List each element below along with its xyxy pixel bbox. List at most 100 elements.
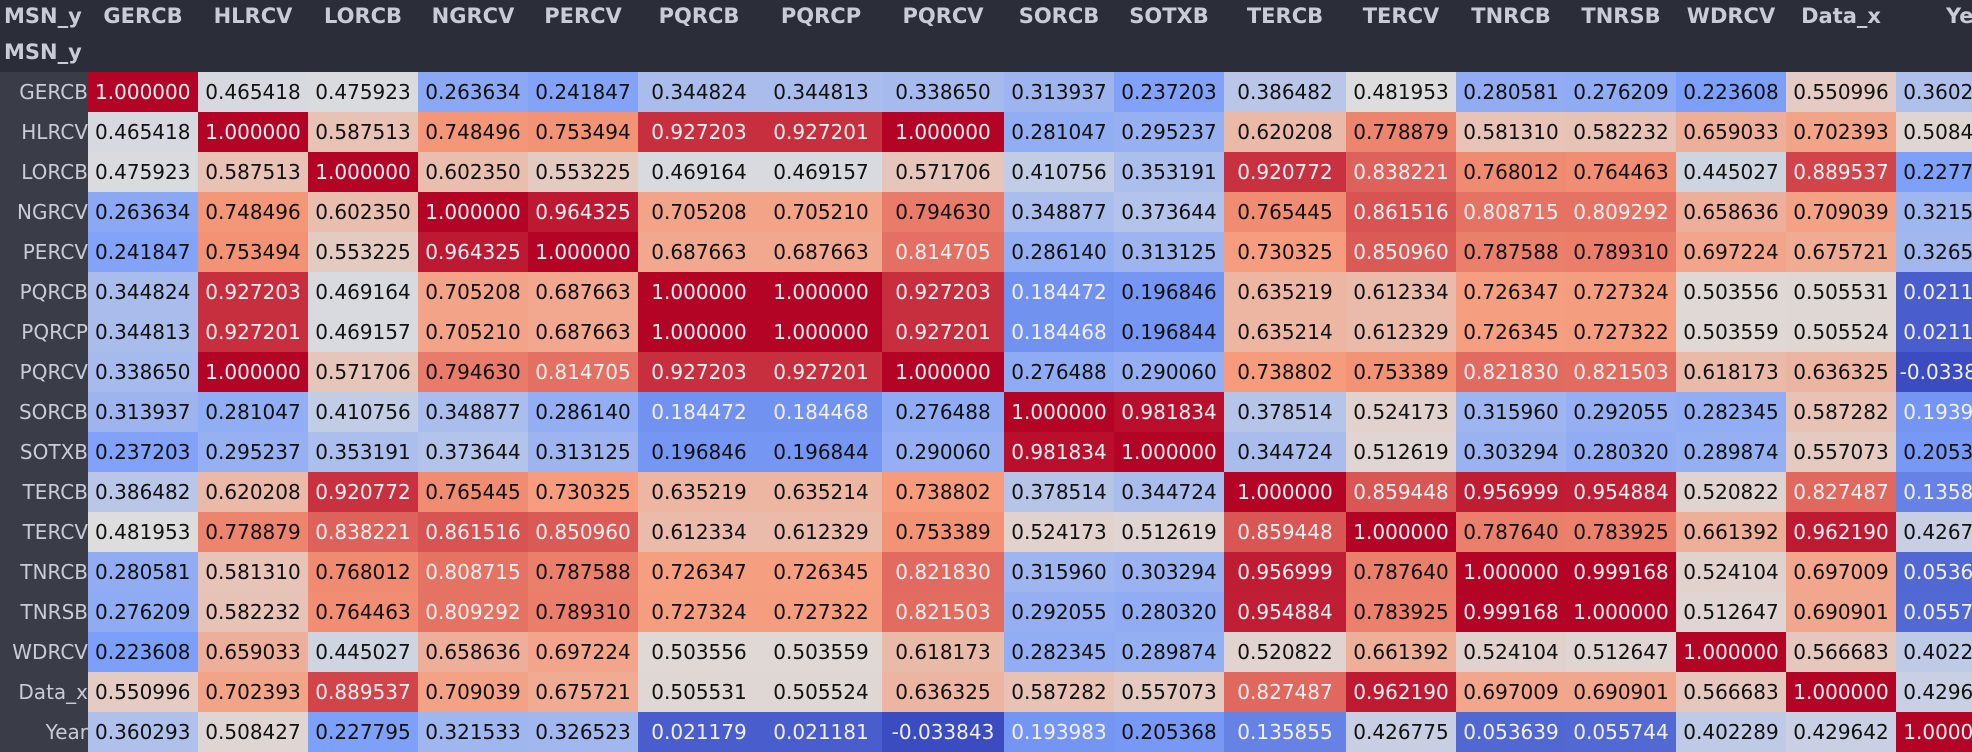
correlation-cell: 0.954884 bbox=[1224, 592, 1346, 632]
row-header[interactable]: GERCB bbox=[0, 72, 88, 112]
correlation-cell: 0.620208 bbox=[1224, 112, 1346, 152]
correlation-cell: 0.338650 bbox=[88, 352, 198, 392]
correlation-cell: 0.587282 bbox=[1004, 672, 1114, 712]
row-header[interactable]: TERCB bbox=[0, 472, 88, 512]
correlation-cell: 0.237203 bbox=[1114, 72, 1224, 112]
index-row-spacer bbox=[528, 32, 638, 72]
row-header[interactable]: PQRCB bbox=[0, 272, 88, 312]
row-header[interactable]: PERCV bbox=[0, 232, 88, 272]
column-header-pqrcb[interactable]: PQRCB bbox=[638, 0, 760, 32]
row-header[interactable]: TERCV bbox=[0, 512, 88, 552]
row-header[interactable]: PQRCV bbox=[0, 352, 88, 392]
correlation-cell: 0.465418 bbox=[198, 72, 308, 112]
correlation-cell: 0.344724 bbox=[1114, 472, 1224, 512]
correlation-cell: 0.709039 bbox=[418, 672, 528, 712]
correlation-cell: 0.524173 bbox=[1004, 512, 1114, 552]
correlation-cell: 0.927203 bbox=[638, 112, 760, 152]
row-header[interactable]: TNRSB bbox=[0, 592, 88, 632]
row-header[interactable]: NGRCV bbox=[0, 192, 88, 232]
column-header-sorcb[interactable]: SORCB bbox=[1004, 0, 1114, 32]
column-header-year[interactable]: Year bbox=[1896, 0, 1972, 32]
column-header-tnrsb[interactable]: TNRSB bbox=[1566, 0, 1676, 32]
column-header-percv[interactable]: PERCV bbox=[528, 0, 638, 32]
row-header[interactable]: Data_x bbox=[0, 672, 88, 712]
table-row: Year 0.360293 0.508427 0.227795 0.321533 0.32… bbox=[0, 712, 1972, 752]
column-header-pqrcp[interactable]: PQRCP bbox=[760, 0, 882, 32]
correlation-cell: 0.659033 bbox=[1676, 112, 1786, 152]
correlation-cell: 0.313937 bbox=[88, 392, 198, 432]
correlation-cell: 0.690901 bbox=[1786, 592, 1896, 632]
table-row: HLRCV 0.465418 1.000000 0.587513 0.748496 0.7… bbox=[0, 112, 1972, 152]
correlation-cell: 0.426775 bbox=[1346, 712, 1456, 752]
correlation-cell: 0.321533 bbox=[1896, 192, 1972, 232]
column-header-lorcb[interactable]: LORCB bbox=[308, 0, 418, 32]
correlation-cell: 1.000000 bbox=[1456, 552, 1566, 592]
column-header-data-x[interactable]: Data_x bbox=[1786, 0, 1896, 32]
correlation-cell: 1.000000 bbox=[638, 312, 760, 352]
correlation-cell: 1.000000 bbox=[760, 312, 882, 352]
correlation-cell: 0.738802 bbox=[882, 472, 1004, 512]
correlation-cell: 0.445027 bbox=[308, 632, 418, 672]
correlation-cell: 0.053639 bbox=[1456, 712, 1566, 752]
correlation-cell: 0.237203 bbox=[88, 432, 198, 472]
correlation-cell: 0.956999 bbox=[1224, 552, 1346, 592]
correlation-cell: 0.475923 bbox=[88, 152, 198, 192]
table-row: TERCV 0.481953 0.778879 0.838221 0.861516 0.8… bbox=[0, 512, 1972, 552]
correlation-cell: 0.764463 bbox=[308, 592, 418, 632]
correlation-cell: 0.702393 bbox=[1786, 112, 1896, 152]
correlation-cell: 0.280320 bbox=[1114, 592, 1224, 632]
correlation-cell: 0.783925 bbox=[1566, 512, 1676, 552]
correlation-cell: 0.927203 bbox=[198, 272, 308, 312]
row-header[interactable]: SOTXB bbox=[0, 432, 88, 472]
table-row: LORCB 0.475923 0.587513 1.000000 0.602350 0.5… bbox=[0, 152, 1972, 192]
row-header[interactable]: SORCB bbox=[0, 392, 88, 432]
correlation-cell: 0.920772 bbox=[1224, 152, 1346, 192]
table-row: Data_x 0.550996 0.702393 0.889537 0.709039 0.… bbox=[0, 672, 1972, 712]
row-header[interactable]: WDRCV bbox=[0, 632, 88, 672]
correlation-cell: 0.386482 bbox=[88, 472, 198, 512]
correlation-cell: 0.281047 bbox=[1004, 112, 1114, 152]
correlation-cell: 0.241847 bbox=[88, 232, 198, 272]
column-header-tnrcb[interactable]: TNRCB bbox=[1456, 0, 1566, 32]
index-row-spacer bbox=[1004, 32, 1114, 72]
table-row: PQRCV 0.338650 1.000000 0.571706 0.794630 0.8… bbox=[0, 352, 1972, 392]
correlation-cell: 0.697009 bbox=[1456, 672, 1566, 712]
row-header[interactable]: Year bbox=[0, 712, 88, 752]
column-header-ngrcv[interactable]: NGRCV bbox=[418, 0, 528, 32]
correlation-cell: 0.505531 bbox=[638, 672, 760, 712]
index-row-spacer bbox=[418, 32, 528, 72]
correlation-cell: -0.033843 bbox=[882, 712, 1004, 752]
column-header-gercb[interactable]: GERCB bbox=[88, 0, 198, 32]
correlation-cell: 0.053639 bbox=[1896, 552, 1972, 592]
correlation-cell: 0.808715 bbox=[418, 552, 528, 592]
correlation-cell: 0.276488 bbox=[1004, 352, 1114, 392]
correlation-cell: 0.445027 bbox=[1676, 152, 1786, 192]
correlation-cell: 0.353191 bbox=[1114, 152, 1224, 192]
column-header-hlrcv[interactable]: HLRCV bbox=[198, 0, 308, 32]
correlation-cell: 0.753494 bbox=[198, 232, 308, 272]
column-header-wdrcv[interactable]: WDRCV bbox=[1676, 0, 1786, 32]
column-header-tercb[interactable]: TERCB bbox=[1224, 0, 1346, 32]
row-header[interactable]: LORCB bbox=[0, 152, 88, 192]
correlation-cell: 0.373644 bbox=[418, 432, 528, 472]
row-header[interactable]: PQRCP bbox=[0, 312, 88, 352]
table-row: PQRCP 0.344813 0.927201 0.469157 0.705210 0.6… bbox=[0, 312, 1972, 352]
correlation-cell: 0.690901 bbox=[1566, 672, 1676, 712]
correlation-cell: 0.512647 bbox=[1676, 592, 1786, 632]
column-header-pqrcv[interactable]: PQRCV bbox=[882, 0, 1004, 32]
correlation-cell: 0.999168 bbox=[1456, 592, 1566, 632]
correlation-cell: 0.241847 bbox=[528, 72, 638, 112]
correlation-cell: 0.469157 bbox=[760, 152, 882, 192]
correlation-cell: 0.184472 bbox=[638, 392, 760, 432]
correlation-cell: 0.581310 bbox=[198, 552, 308, 592]
row-header[interactable]: HLRCV bbox=[0, 112, 88, 152]
correlation-cell: 0.705210 bbox=[418, 312, 528, 352]
correlation-cell: 0.697224 bbox=[1676, 232, 1786, 272]
column-header-sotxb[interactable]: SOTXB bbox=[1114, 0, 1224, 32]
correlation-cell: 0.814705 bbox=[882, 232, 1004, 272]
row-header[interactable]: TNRCB bbox=[0, 552, 88, 592]
correlation-cell: 0.303294 bbox=[1456, 432, 1566, 472]
column-header-tercv[interactable]: TERCV bbox=[1346, 0, 1456, 32]
correlation-cell: 0.184472 bbox=[1004, 272, 1114, 312]
